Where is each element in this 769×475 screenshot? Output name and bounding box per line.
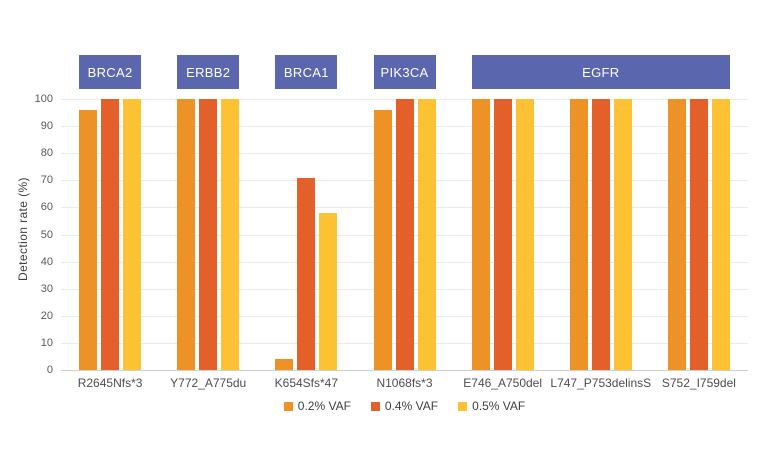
gene-label-BRCA2: BRCA2 (79, 55, 142, 89)
bar-E746_A750del-0.5%-VAF (515, 99, 534, 370)
bar-E746_A750del-0.4%-VAF (493, 99, 512, 370)
y-tick-label: 20 (40, 309, 53, 322)
bar-N1068fs*3-0.5%-VAF (417, 99, 436, 370)
legend-item: 0.2% VAF (283, 399, 351, 413)
bar-N1068fs*3-0.2%-VAF (373, 109, 392, 370)
bar-R2645Nfs*3-0.4%-VAF (101, 99, 120, 370)
bar-S752_I759del-0.2%-VAF (667, 99, 686, 370)
legend-label: 0.2% VAF (297, 399, 351, 413)
bar-S752_I759del-0.5%-VAF (711, 99, 730, 370)
x-axis-line (61, 370, 748, 371)
plot-area (61, 99, 748, 371)
bar-Y772_A775du-0.5%-VAF (221, 99, 240, 370)
legend-item: 0.4% VAF (370, 399, 439, 413)
bar-R2645Nfs*3-0.5%-VAF (123, 99, 142, 370)
gene-label-EGFR: EGFR (471, 55, 730, 89)
legend-swatch-icon (370, 401, 380, 411)
x-axis-label: E746_A750del (463, 376, 543, 390)
bar-Y772_A775du-0.4%-VAF (199, 99, 218, 370)
y-tick-label: 70 (40, 174, 53, 187)
y-tick-label: 90 (40, 120, 53, 133)
legend-label: 0.4% VAF (384, 399, 439, 413)
legend-item: 0.5% VAF (458, 399, 525, 413)
y-tick-label: 0 (46, 364, 53, 376)
bar-R2645Nfs*3-0.2%-VAF (79, 109, 98, 370)
bar-L747_P753delinsS-0.4%-VAF (591, 99, 610, 370)
bar-Y772_A775du-0.2%-VAF (177, 99, 196, 370)
bar-L747_P753delinsS-0.2%-VAF (569, 99, 588, 370)
gene-label-BRCA1: BRCA1 (275, 55, 338, 89)
legend-label: 0.5% VAF (472, 399, 526, 413)
bar-S752_I759del-0.4%-VAF (689, 99, 708, 370)
x-axis-label: K654Sfs*47 (274, 376, 339, 390)
x-axis-label: L747_P753delinsS (550, 376, 652, 390)
y-tick-label: 50 (40, 228, 53, 241)
y-tick-label: 100 (34, 93, 53, 105)
x-axis-label: S752_I759del (661, 376, 736, 390)
bar-E746_A750del-0.2%-VAF (471, 99, 490, 370)
legend-swatch-icon (458, 401, 468, 411)
legend: 0.2% VAF 0.4% VAF 0.5% VAF (61, 399, 748, 413)
bar-L747_P753delinsS-0.5%-VAF (613, 99, 632, 370)
legend-swatch-icon (283, 401, 293, 411)
bar-K654Sfs*47-0.2%-VAF (275, 359, 294, 370)
gene-label-PIK3CA: PIK3CA (373, 55, 436, 89)
bar-K654Sfs*47-0.4%-VAF (297, 177, 316, 370)
x-axis-label: N1068fs*3 (376, 376, 433, 390)
y-tick-label: 10 (40, 336, 53, 349)
x-axis-label: Y772_A775du (170, 376, 247, 390)
y-tick-label: 30 (40, 282, 53, 295)
gene-label-ERBB2: ERBB2 (177, 55, 240, 89)
bar-K654Sfs*47-0.5%-VAF (319, 212, 338, 370)
x-axis-label: R2645Nfs*3 (77, 376, 143, 390)
y-tick-label: 60 (40, 201, 53, 214)
bar-N1068fs*3-0.4%-VAF (395, 99, 414, 370)
y-tick-label: 40 (40, 255, 53, 268)
y-tick-label: 80 (40, 147, 53, 160)
